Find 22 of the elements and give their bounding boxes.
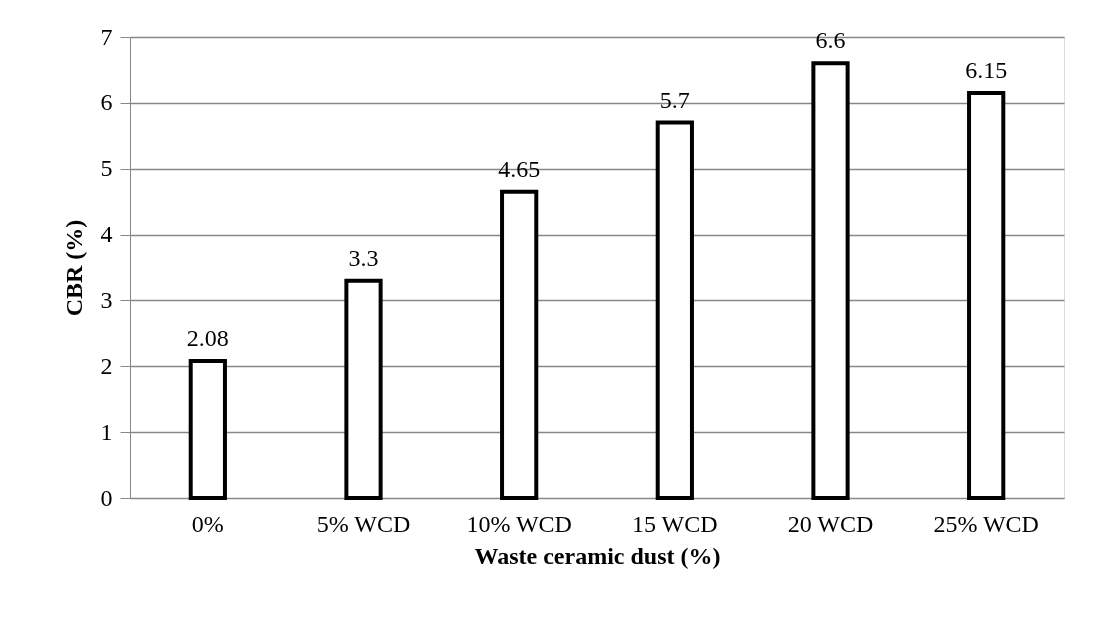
y-tick-label: 3: [100, 286, 113, 313]
x-tick-label: 5% WCD: [316, 510, 411, 537]
data-label: 6.6: [815, 27, 846, 54]
x-axis-title: Waste ceramic dust (%): [474, 542, 721, 569]
data-label: 4.65: [498, 155, 541, 182]
y-tick-label: 0: [100, 484, 113, 511]
y-tick-label: 5: [100, 155, 113, 182]
x-tick-label: 10% WCD: [466, 510, 572, 537]
x-tick-label: 25% WCD: [933, 510, 1039, 537]
x-tick-label: 20 WCD: [787, 510, 874, 537]
y-tick-label: 7: [100, 23, 113, 50]
x-tick-label: 15 WCD: [632, 510, 718, 537]
data-label: 5.7: [659, 86, 690, 113]
y-axis-title: CBR (%): [60, 219, 87, 317]
x-tick-label: 0%: [191, 510, 224, 537]
y-tick-label: 1: [100, 418, 113, 445]
data-label: 6.15: [965, 56, 1008, 83]
data-label: 2.08: [186, 325, 229, 352]
data-label: 3.3: [348, 244, 379, 271]
y-tick-label: 2: [100, 352, 113, 379]
y-tick-label: 6: [100, 89, 113, 116]
y-tick-label: 4: [100, 221, 113, 248]
